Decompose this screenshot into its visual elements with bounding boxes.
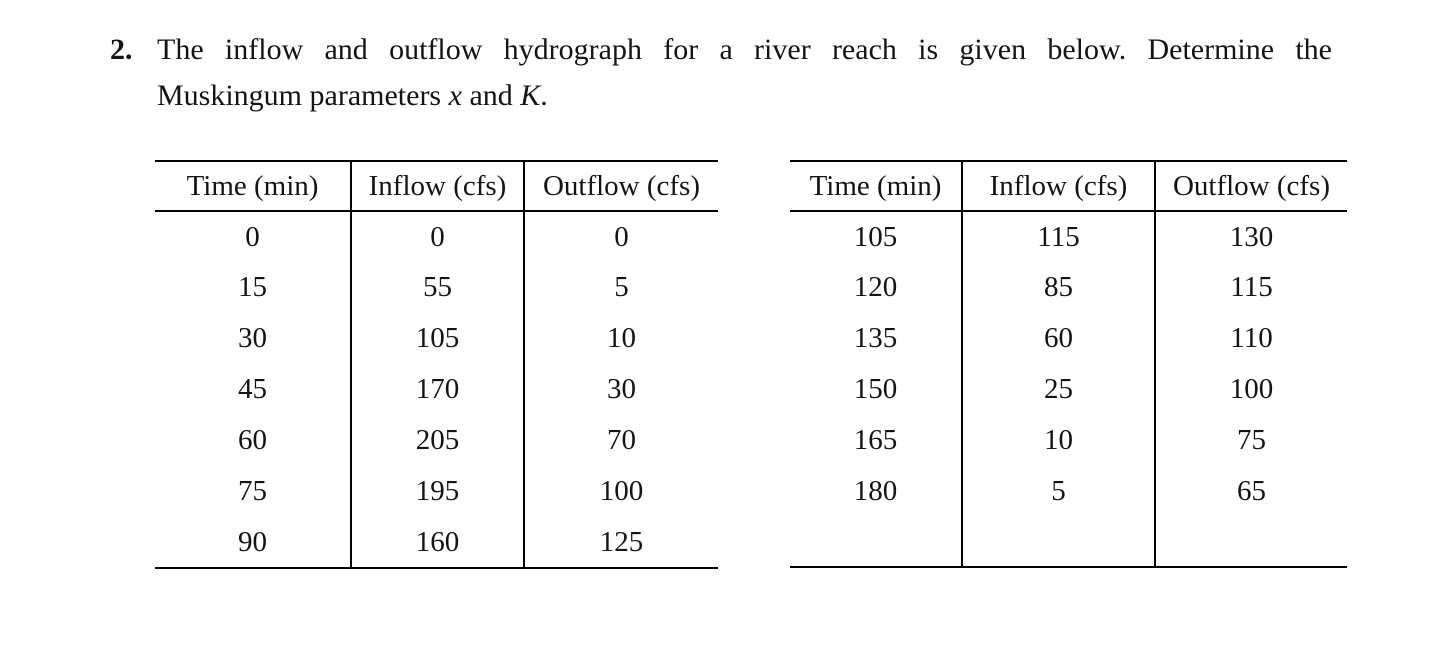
table-body: 105 115 130 120 85 115 135 60 110 150 25 100 165 10 75… (790, 211, 1347, 517)
table-cell: 115 (962, 211, 1156, 262)
table-cell: 125 (599, 525, 644, 558)
table-row: 90 160 125 (155, 517, 718, 568)
table-cell: 135 (790, 313, 963, 364)
table-row: 165 10 75 (790, 415, 1347, 466)
table-cell: 5 (614, 271, 629, 303)
table-cell: 70 (607, 424, 636, 456)
line2-prefix: Muskingum parameters (157, 79, 449, 112)
table-cell: 85 (962, 262, 1156, 313)
table-cell: 195 (351, 466, 525, 517)
table-cell: 0 (351, 211, 525, 262)
table-cell: 75 (155, 466, 352, 517)
variable-x: x (448, 79, 462, 112)
table-cell: 205 (351, 415, 525, 466)
table-cell: 165 (790, 415, 963, 466)
table-row: 15 55 5 (155, 262, 718, 313)
column-header: Inflow (cfs) (962, 161, 1156, 211)
empty-cell (1155, 517, 1347, 567)
problem-number: 2. (110, 33, 133, 66)
line2-suffix: . (540, 79, 548, 112)
column-header: Outflow (cfs) (542, 169, 701, 202)
table-row: 75 195 100 (155, 466, 718, 517)
table-cell: 60 (962, 313, 1156, 364)
table-cell: 100 (599, 475, 644, 507)
line2-middle: and (461, 79, 521, 112)
table-cell: 0 (155, 211, 352, 262)
table-cell: 75 (1237, 424, 1266, 456)
empty-cell (962, 517, 1156, 567)
table-cell: 160 (351, 517, 525, 568)
table-cell: 150 (790, 364, 963, 415)
column-header: Inflow (cfs) (351, 161, 525, 211)
header-row: Time (min) Inflow (cfs) Outflow (cfs) (155, 161, 718, 211)
column-header: Time (min) (790, 161, 963, 211)
problem-text-line2: Muskingum parameters x and K. (157, 73, 1332, 119)
table-cell: 170 (351, 364, 525, 415)
header-row: Time (min) Inflow (cfs) Outflow (cfs) (790, 161, 1347, 211)
table-cell: 110 (1230, 322, 1273, 354)
table-row: 135 60 110 (790, 313, 1347, 364)
table-cell: 45 (155, 364, 352, 415)
table-cell: 180 (790, 466, 963, 517)
table-row: 120 85 115 (790, 262, 1347, 313)
table-row: 60 205 70 (155, 415, 718, 466)
table-row: 45 170 30 (155, 364, 718, 415)
table-cell: 100 (1229, 373, 1274, 405)
table-cell: 105 (790, 211, 963, 262)
hydrograph-table-right: Time (min) Inflow (cfs) Outflow (cfs) 105 1… (790, 160, 1347, 568)
table-cell: 0 (614, 220, 629, 253)
table-cell: 15 (155, 262, 352, 313)
table-row: 30 105 10 (155, 313, 718, 364)
table-cell: 55 (351, 262, 525, 313)
table-cell: 105 (351, 313, 525, 364)
table-cell: 130 (1229, 220, 1274, 253)
table-cell: 10 (962, 415, 1156, 466)
table-row: 180 5 65 (790, 466, 1347, 517)
table-cell: 30 (155, 313, 352, 364)
column-header: Time (min) (155, 161, 352, 211)
table-cell: 5 (962, 466, 1156, 517)
table-cell: 10 (607, 322, 636, 354)
table-cell: 120 (790, 262, 963, 313)
problem-text: The inflow and outflow hydrograph for a … (157, 27, 1332, 119)
table-row: 150 25 100 (790, 364, 1347, 415)
problem-text-line1: The inflow and outflow hydrograph for a … (157, 33, 1332, 66)
table-cell: 115 (1230, 271, 1273, 303)
table-cell: 60 (155, 415, 352, 466)
table-cell: 30 (607, 373, 636, 405)
table-cell: 90 (155, 517, 352, 568)
table-row: 105 115 130 (790, 211, 1347, 262)
variable-k: K (520, 79, 541, 112)
empty-filler-row (790, 517, 1347, 567)
table-filler (790, 517, 1347, 567)
empty-cell (790, 517, 963, 567)
problem-statement: 2. The inflow and outflow hydrograph for… (110, 27, 1332, 119)
table-cell: 25 (962, 364, 1156, 415)
table-cell: 65 (1237, 475, 1266, 507)
column-header: Outflow (cfs) (1172, 169, 1331, 202)
table-body: 0 0 0 15 55 5 30 105 10 45 170 30 60 205 70 75 195 100 90 1… (155, 211, 718, 568)
